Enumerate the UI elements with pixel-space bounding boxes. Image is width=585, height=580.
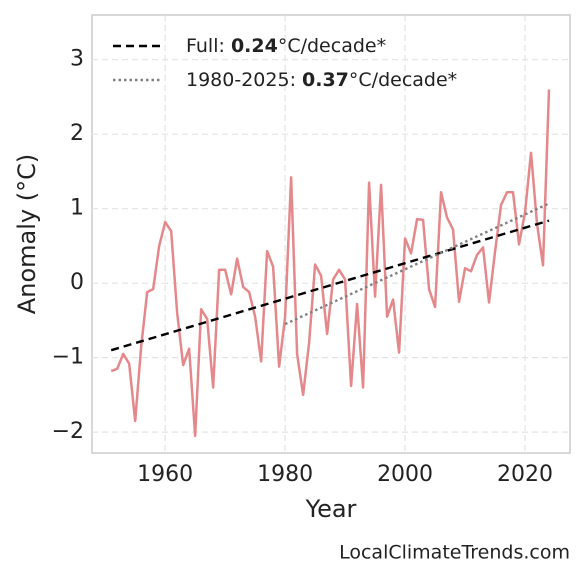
source-credit: LocalClimateTrends.com xyxy=(339,542,570,564)
legend-entry: Full: 0.24°C/decade* xyxy=(186,35,386,57)
anomaly-line xyxy=(110,89,551,438)
legend-text: 0.24 xyxy=(231,35,278,57)
x-tick-label: 2000 xyxy=(377,462,433,487)
y-axis-label: Anomaly (°C) xyxy=(13,154,41,314)
x-tick-label: 1980 xyxy=(257,462,313,487)
legend-entry: 1980-2025: 0.37°C/decade* xyxy=(186,69,457,91)
trend-line xyxy=(284,202,550,326)
y-tick-label: 1 xyxy=(70,196,84,221)
legend-text: Full: xyxy=(186,35,231,57)
x-tick-label: 1960 xyxy=(137,462,193,487)
y-tick-label: 0 xyxy=(70,270,84,295)
y-tick-label: −2 xyxy=(52,419,84,444)
x-tick-label: 2020 xyxy=(497,462,553,487)
legend-text: 0.37 xyxy=(302,69,349,91)
legend-text: °C/decade* xyxy=(349,69,457,91)
legend-text: °C/decade* xyxy=(278,35,386,57)
trend-line xyxy=(110,219,550,352)
y-tick-label: 2 xyxy=(70,121,84,146)
plot-frame xyxy=(91,14,571,454)
legend-text: 1980-2025: xyxy=(186,69,302,91)
x-axis-label: Year xyxy=(305,495,357,523)
y-tick-label: −1 xyxy=(52,345,84,370)
y-tick-label: 3 xyxy=(70,47,84,72)
